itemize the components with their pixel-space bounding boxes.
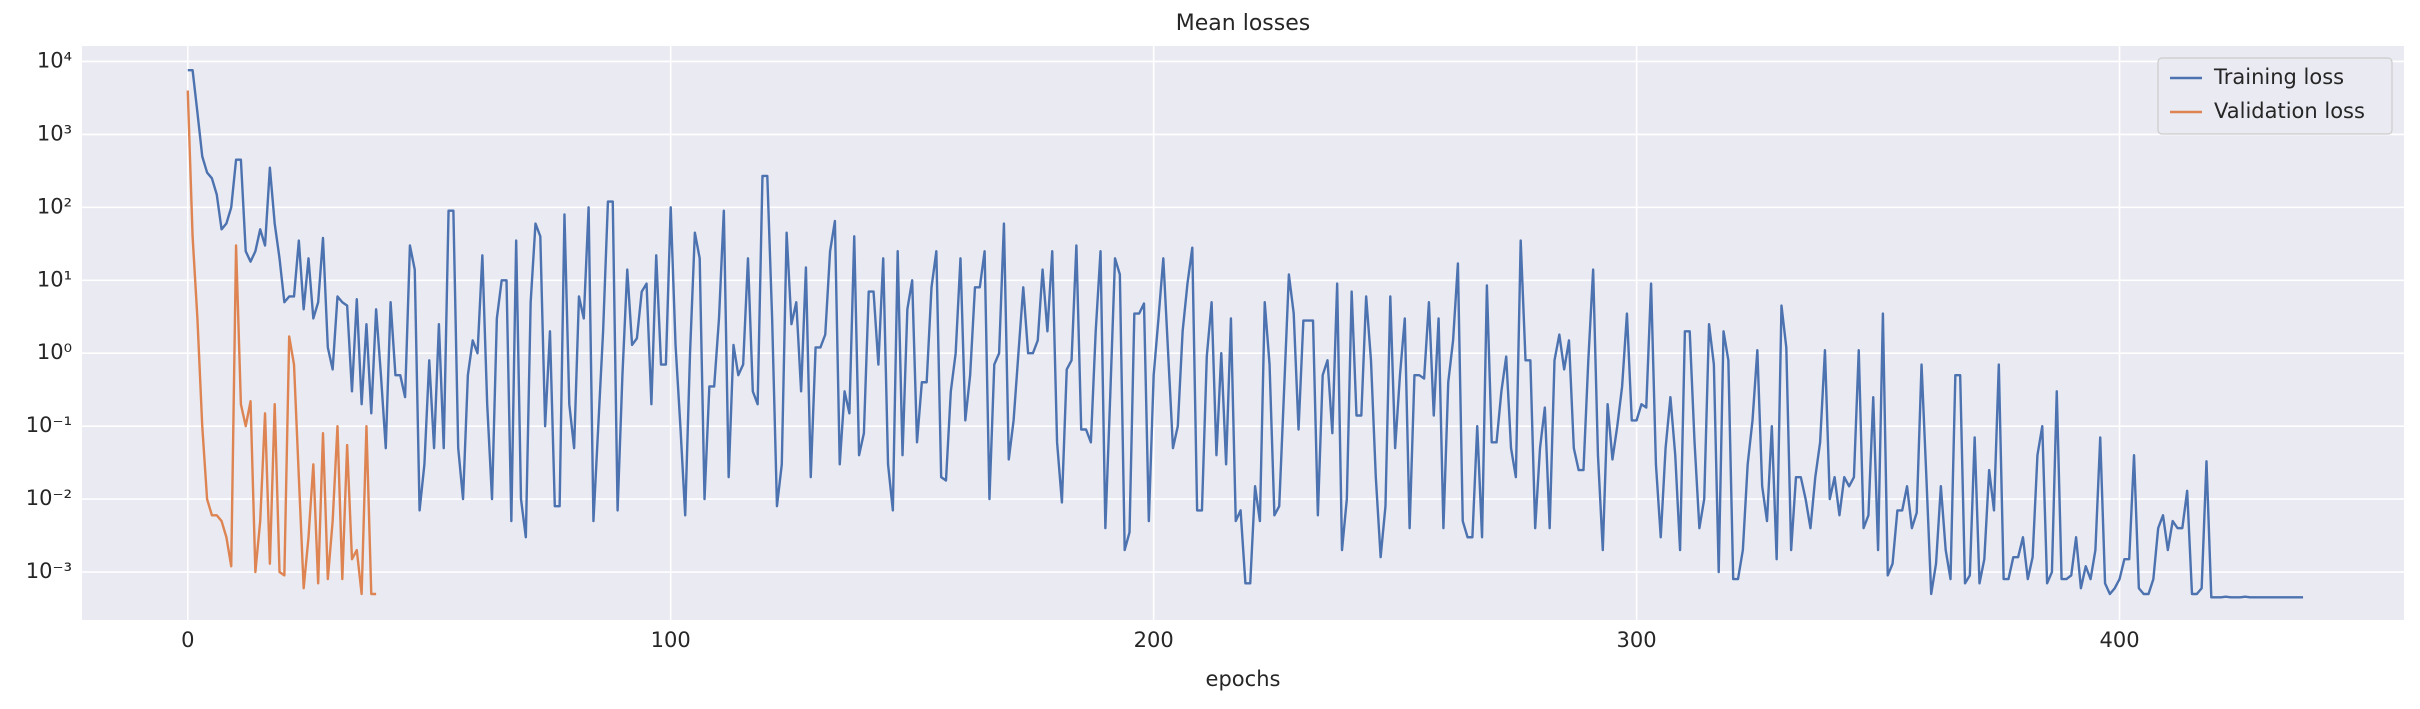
legend-box (2157, 57, 2393, 135)
x-tick-label: 100 (651, 628, 691, 652)
legend-label: Validation loss (2214, 99, 2365, 123)
y-tick-label: 10⁻¹ (26, 413, 72, 437)
x-tick-label: 200 (1134, 628, 1174, 652)
y-tick-label: 10⁻² (26, 486, 72, 510)
y-tick-label: 10⁻³ (26, 559, 72, 583)
line (186, 90, 377, 596)
legend: Training loss Validation loss (2157, 57, 2393, 135)
y-tick-label: 10⁰ (37, 340, 72, 364)
legend-label: Training loss (2213, 65, 2344, 89)
x-tick-label: 0 (181, 628, 194, 652)
y-tick-label: 10² (37, 194, 72, 218)
y-tick-label: 10³ (37, 121, 72, 145)
line (187, 68, 2304, 599)
y-tick-label: 10¹ (37, 267, 72, 291)
y-tick-label: 10⁴ (37, 48, 72, 72)
x-axis-label: epochs (1206, 667, 1281, 691)
chart-title: Mean losses (1176, 11, 1310, 36)
x-tick-label: 300 (1617, 628, 1657, 652)
plot-area (82, 46, 2404, 620)
x-tick-label: 400 (2099, 628, 2139, 652)
